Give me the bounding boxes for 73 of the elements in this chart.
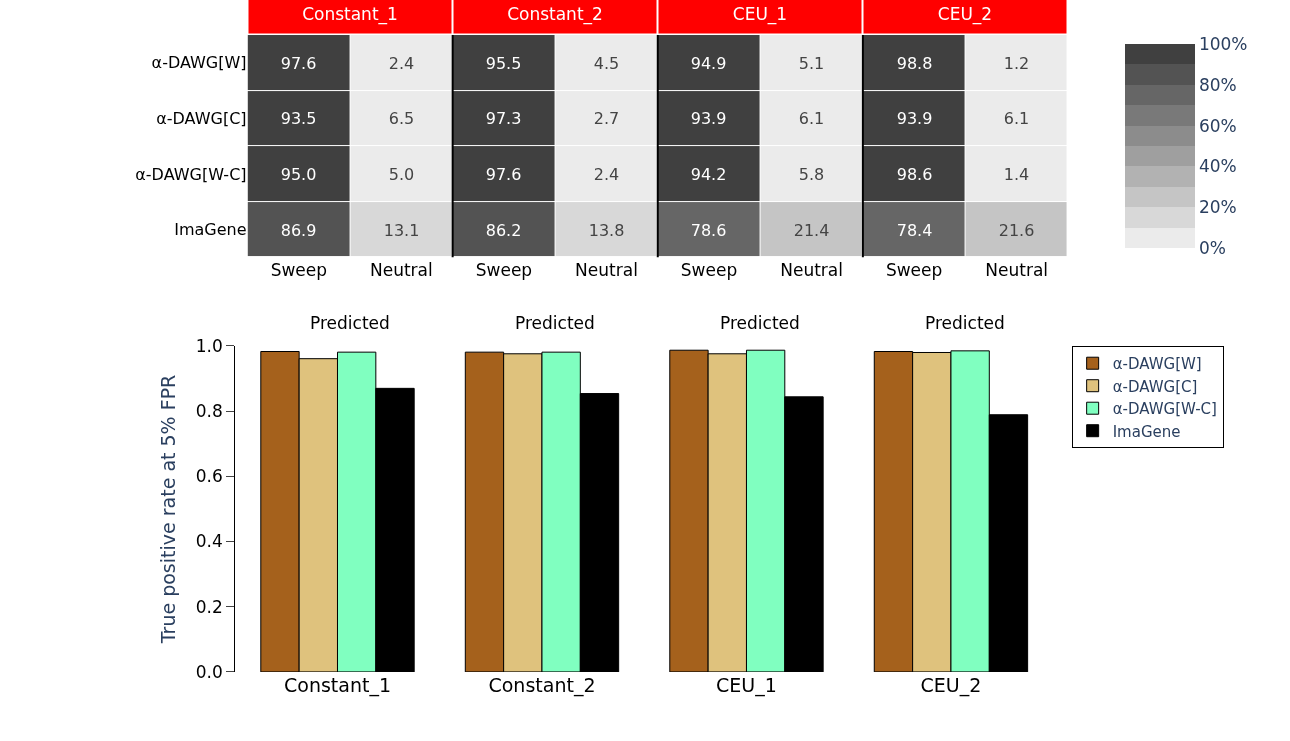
y-tick-label: 0.6 [195,466,223,487]
x-tick-label: Neutral [575,260,638,281]
data-label: 21.6 [998,220,1035,240]
data-label: 97.6 [280,53,317,73]
data-label: 93.9 [690,108,727,128]
color-bar-label: 0% [1198,237,1226,258]
data-label: 2.4 [593,164,620,184]
color-bar-label: 40% [1198,156,1237,177]
y-tick-label: α-DAWG[W] [151,53,247,73]
data-label: 6.1 [798,108,825,128]
data-label: 93.9 [896,108,933,128]
data-label: 78.4 [896,220,933,240]
color-bar-label: 60% [1198,115,1237,136]
y-tick-label: ImaGene [174,220,247,240]
text: Predicted [925,313,1005,333]
x-tick-label: Sweep [270,260,328,281]
data-label: 97.6 [485,164,522,184]
data-label: 5.0 [388,164,415,184]
text: Constant_2 [507,3,603,25]
x-tick-label: Neutral [780,260,843,281]
data-label: 94.9 [690,53,727,73]
y-tick-label: 0.2 [195,596,223,617]
x-tick-label: CEU_1 [716,673,777,697]
x-tick-label: Constant_1 [283,673,391,697]
data-label: 21.4 [793,220,830,240]
legend-label: ImaGene [1112,422,1181,441]
legend-label: α-DAWG[W-C] [1112,400,1217,419]
color-bar-label: 20% [1198,197,1237,218]
data-label: 13.1 [383,220,420,240]
data-label: 98.8 [896,53,933,73]
y-axis-title: True positive rate at 5% FPR [156,374,179,645]
data-label: 6.1 [1003,108,1030,128]
y-tick-label: 0.0 [195,661,223,682]
data-label: 78.6 [690,220,727,240]
y-tick-label: α-DAWG[W-C] [135,164,247,184]
data-label: 5.1 [798,53,825,73]
x-tick-label: Constant_2 [488,673,596,697]
data-label: 4.5 [593,53,620,73]
data-label: 5.8 [798,164,825,184]
text: Predicted [720,313,800,333]
y-tick-label: 0.4 [195,531,223,552]
legend-label: α-DAWG[C] [1112,377,1198,396]
y-tick-label: 1.0 [195,335,223,356]
x-tick-label: CEU_2 [920,673,982,697]
legend-label: α-DAWG[W] [1112,355,1202,374]
x-tick-label: Neutral [370,260,433,281]
color-bar-label: 100% [1198,33,1248,54]
text: Constant_1 [302,3,398,25]
data-label: 13.8 [588,220,625,240]
text: CEU_1 [732,3,788,25]
x-tick-label: Neutral [985,260,1049,281]
x-tick-label: Sweep [885,260,943,281]
data-label: 97.3 [485,108,522,128]
data-label: 86.9 [280,220,317,240]
data-label: 6.5 [388,108,415,128]
y-tick-label: 0.8 [195,401,223,422]
data-label: 93.5 [280,108,317,128]
data-label: 86.2 [485,220,522,240]
data-label: 2.4 [388,53,415,73]
data-label: 1.4 [1003,164,1030,184]
color-bar-label: 80% [1198,74,1237,95]
data-label: 94.2 [690,164,727,184]
data-label: 95.0 [280,164,317,184]
data-label: 95.5 [485,53,522,73]
data-label: 98.6 [896,164,933,184]
data-label: 1.2 [1003,53,1030,73]
text: Predicted [310,313,390,333]
x-tick-label: Sweep [680,260,738,281]
y-tick-label: α-DAWG[C] [156,108,247,128]
data-label: 2.7 [593,108,620,128]
text: CEU_2 [937,3,993,25]
x-tick-label: Sweep [475,260,533,281]
text: Predicted [515,313,595,333]
